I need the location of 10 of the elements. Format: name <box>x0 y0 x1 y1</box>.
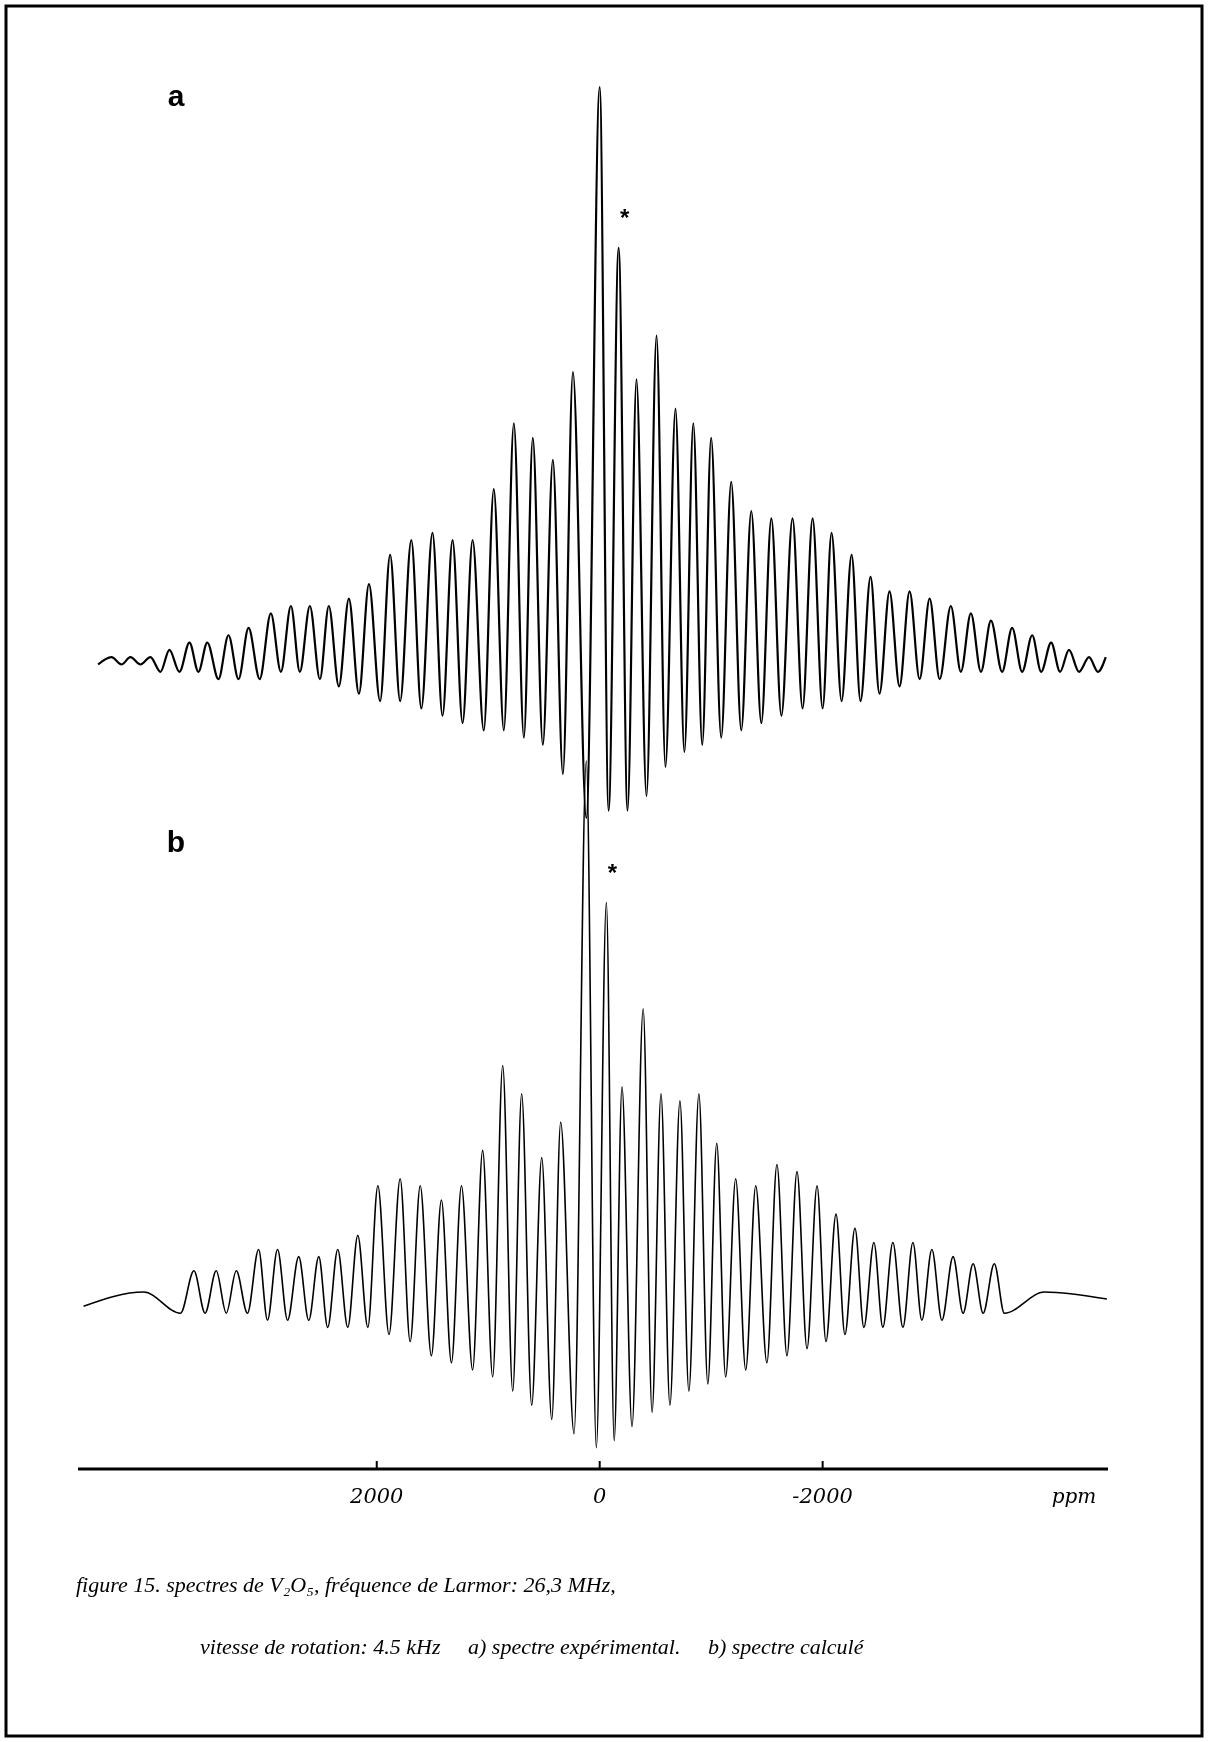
chart-title: a <box>167 79 185 112</box>
annotation: * <box>619 203 630 231</box>
x-tick-label: 2000 <box>349 1484 404 1508</box>
x-tick-label: 0 <box>593 1484 607 1508</box>
x-tick-label: -2000 <box>792 1484 853 1508</box>
caption: figure 15. spectres de V₂O₅, fréquence de Larmor: 26,3 MHz, <box>76 1572 616 1597</box>
text: vitesse de rotation: 4.5 kHz a) spectre expérimental. b) spectre calculé <box>200 1634 865 1659</box>
text: b <box>166 825 186 858</box>
annotation: * <box>607 858 618 886</box>
x-axis-title: ppm <box>1051 1484 1097 1508</box>
